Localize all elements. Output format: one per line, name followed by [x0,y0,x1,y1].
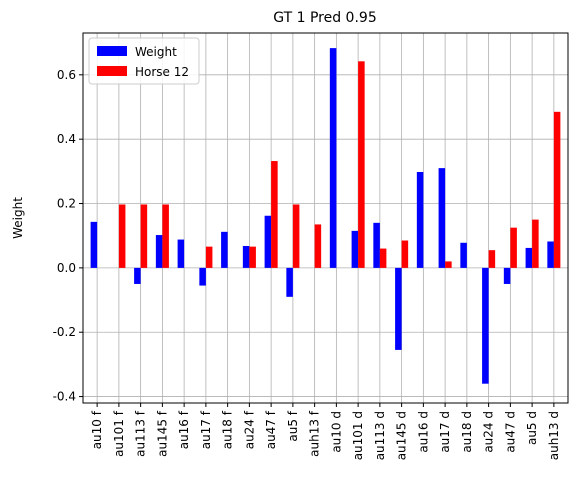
x-tick-label: auh13 f [308,410,322,457]
x-tick-label: au17 d [438,411,452,453]
bar-horse-12 [532,219,539,268]
x-tick-label: auh13 d [547,411,561,460]
bar-horse-12 [488,250,496,268]
bar-weight [416,171,424,268]
x-tick-label: au17 f [199,410,213,449]
bar-weight [547,241,554,268]
x-tick-label: au18 d [460,411,474,453]
x-tick-label: au145 f [155,410,169,457]
x-tick-label: au101 f [112,410,126,457]
chart-title: GT 1 Pred 0.95 [273,10,376,26]
x-tick-label: au10 f [90,410,104,449]
legend: Weight Horse 12 [88,37,200,85]
bar-weight [155,235,163,268]
legend-swatch [97,46,127,56]
y-tick-label: 0.6 [57,68,76,82]
bar-weight [264,215,272,268]
x-tick-label: au47 d [503,411,517,453]
bar-weight [482,267,489,384]
x-tick-label: au5 d [525,411,539,445]
bar-weight [525,247,533,268]
legend-label: Weight [135,45,177,59]
bar-horse-12 [271,161,278,268]
bar-horse-12 [553,111,561,268]
x-tick-label: au18 f [221,410,235,449]
bar-weight [177,239,185,268]
y-axis-label: Weight [11,197,25,239]
bar-weight [221,231,228,268]
x-tick-label: au24 d [482,411,496,453]
x-tick-label: au10 d [329,411,343,453]
bar-weight [373,222,380,268]
bar-weight [503,267,511,284]
x-tick-label: au113 d [373,411,387,460]
x-tick-label: au101 d [351,411,365,460]
bar-weight [199,267,206,286]
bar-horse-12 [379,248,387,268]
bar-horse-12 [162,204,169,268]
plot-frame [82,32,569,404]
y-tick-label: 0.0 [57,261,76,275]
bar-weight [329,48,337,268]
y-tick-label: -0.4 [53,390,76,404]
bar-weight [134,267,141,284]
bar-horse-12 [118,204,126,268]
x-tick-label: au24 f [242,410,256,449]
bar-weight [460,242,467,268]
bar-horse-12 [358,61,365,268]
bar-horse-12 [314,224,322,268]
bar-horse-12 [140,204,148,268]
x-tick-label: au16 f [177,410,191,449]
bar-weight [286,267,293,297]
bar-horse-12 [445,261,452,268]
legend-label: Horse 12 [135,65,189,79]
x-tick-label: au113 f [134,410,148,457]
bar-horse-12 [205,246,213,268]
y-tick-label: 0.4 [57,132,76,146]
bars [90,48,561,384]
bar-horse-12 [510,227,517,268]
bar-weight [242,245,250,268]
x-tick-label: au5 f [286,410,300,441]
bar-weight [351,230,359,268]
bar-horse-12 [249,246,256,268]
x-tick-label: au145 d [395,411,409,460]
bar-horse-12 [401,240,409,268]
bar-weight [90,221,98,268]
legend-swatch [97,66,127,76]
x-tick-label: au16 d [416,411,430,453]
bar-weight [438,168,446,268]
axes: -0.4 -0.2 0.0 0.2 0.4 0.6 au10 f au101 f au113 f… [53,32,569,460]
y-tick-label: -0.2 [53,325,76,339]
bar-weight [395,267,402,350]
x-tick-label: au47 f [264,410,278,449]
y-tick-label: 0.2 [57,197,76,211]
bar-horse-12 [292,204,300,268]
